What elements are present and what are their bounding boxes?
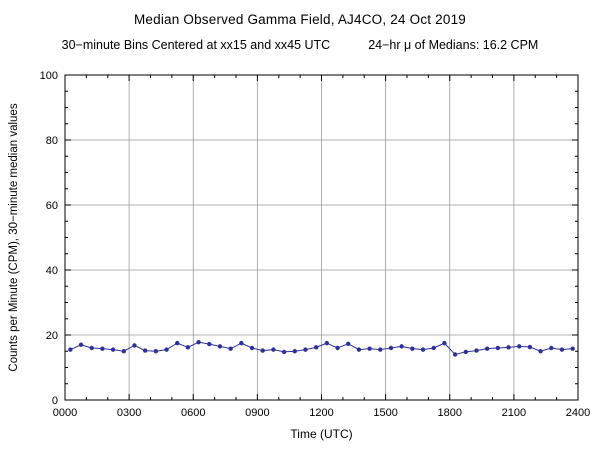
data-point	[110, 347, 116, 352]
x-tick-label: 2100	[502, 407, 526, 419]
data-point	[431, 345, 436, 351]
data-point	[463, 349, 468, 355]
x-tick-label: 1500	[373, 407, 397, 419]
data-point	[142, 348, 148, 353]
x-tick-label: 2400	[566, 407, 590, 419]
data-point	[559, 347, 565, 352]
data-point	[570, 346, 575, 351]
x-tick-label: 1800	[438, 407, 462, 419]
data-point	[324, 340, 330, 346]
data-point	[121, 349, 126, 354]
data-point	[388, 345, 394, 351]
y-tick-label: 60	[46, 200, 58, 212]
subtitle-bins-text: 30−minute Bins Centered at xx15 and xx45…	[61, 38, 331, 52]
y-tick-label: 40	[46, 265, 58, 277]
x-tick-label: 0300	[117, 407, 141, 419]
data-point	[132, 343, 137, 348]
y-tick-label: 20	[46, 330, 58, 342]
data-point	[153, 349, 159, 354]
data-point	[378, 347, 383, 352]
data-point	[89, 345, 94, 351]
data-point	[527, 344, 533, 350]
data-point	[474, 348, 479, 353]
data-point	[335, 345, 340, 351]
data-point	[399, 344, 404, 349]
data-point	[217, 344, 223, 349]
x-tick-label: 0600	[181, 407, 205, 419]
data-point	[196, 339, 201, 345]
data-point	[185, 345, 191, 350]
data-point	[517, 344, 522, 349]
data-point	[271, 347, 276, 352]
data-point	[495, 345, 501, 351]
data-point	[538, 349, 543, 354]
data-point	[281, 349, 287, 355]
data-point	[303, 347, 308, 352]
data-point	[292, 349, 297, 354]
data-point	[484, 346, 490, 351]
x-axis-label: Time (UTC)	[290, 427, 352, 441]
y-tick-label: 80	[46, 135, 58, 147]
data-point	[442, 340, 447, 346]
data-point	[249, 345, 255, 351]
data-point	[260, 348, 265, 353]
data-point	[346, 341, 351, 346]
y-tick-label: 100	[40, 70, 58, 82]
chart-subtitle: 30−minute Bins Centered at xx15 and xx45…	[0, 38, 600, 52]
data-point	[175, 340, 180, 346]
data-point	[207, 341, 212, 347]
data-point	[452, 352, 458, 357]
plot-container: 0000 0300 0600 0900 1200 1500 1800 2100 2400 0 20 4…	[0, 66, 600, 459]
data-point	[410, 346, 415, 351]
chart-title: Median Observed Gamma Field, AJ4CO, 24 O…	[133, 12, 467, 27]
data-point	[356, 347, 362, 352]
y-tick-label: 0	[52, 395, 58, 407]
data-point	[367, 346, 372, 351]
gamma-plot-svg: 0000 0300 0600 0900 1200 1500 1800 2100 2400 0 20 4…	[8, 70, 590, 441]
x-tick-label: 1200	[309, 407, 333, 419]
data-point	[100, 346, 105, 351]
data-point	[420, 347, 426, 352]
x-tick-label: 0900	[245, 407, 269, 419]
subtitle-mean-text: 24−hr μ of Medians: 16.2 CPM	[368, 38, 539, 52]
data-point	[549, 345, 554, 351]
data-point	[239, 340, 244, 346]
data-point	[313, 345, 319, 350]
y-axis-label: Counts per Minute (CPM), 30−minute media…	[8, 103, 20, 371]
data-point	[506, 345, 511, 350]
data-point	[68, 347, 73, 352]
data-point	[78, 342, 84, 347]
data-point	[228, 346, 233, 351]
data-point	[164, 347, 169, 352]
x-tick-label: 0000	[53, 407, 77, 419]
